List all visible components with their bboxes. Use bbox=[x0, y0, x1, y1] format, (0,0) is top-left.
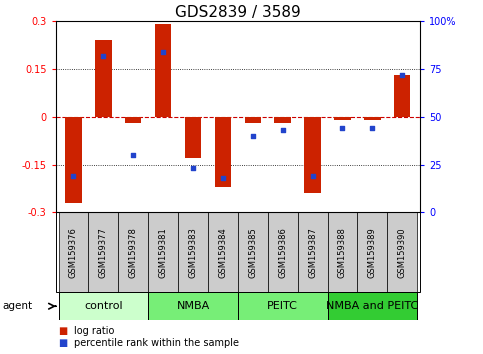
Bar bbox=[334, 117, 351, 120]
Point bbox=[99, 53, 107, 58]
Point bbox=[309, 173, 316, 179]
FancyBboxPatch shape bbox=[238, 212, 268, 292]
Text: log ratio: log ratio bbox=[74, 326, 114, 336]
Point bbox=[219, 175, 227, 181]
Bar bbox=[244, 117, 261, 123]
Text: GSM159381: GSM159381 bbox=[158, 227, 168, 278]
Point bbox=[279, 127, 286, 133]
Point bbox=[129, 152, 137, 158]
Point bbox=[398, 72, 406, 78]
Bar bbox=[394, 75, 411, 117]
Text: ■: ■ bbox=[58, 326, 67, 336]
FancyBboxPatch shape bbox=[148, 212, 178, 292]
Text: GSM159383: GSM159383 bbox=[188, 227, 198, 278]
Point bbox=[159, 49, 167, 55]
Text: NMBA and PEITC: NMBA and PEITC bbox=[326, 301, 418, 311]
Bar bbox=[274, 117, 291, 123]
FancyBboxPatch shape bbox=[208, 212, 238, 292]
Bar bbox=[304, 117, 321, 193]
Text: PEITC: PEITC bbox=[267, 301, 298, 311]
Bar bbox=[65, 117, 82, 203]
FancyBboxPatch shape bbox=[268, 212, 298, 292]
FancyBboxPatch shape bbox=[58, 292, 148, 320]
Text: percentile rank within the sample: percentile rank within the sample bbox=[74, 338, 239, 348]
FancyBboxPatch shape bbox=[357, 212, 387, 292]
FancyBboxPatch shape bbox=[327, 212, 357, 292]
Point bbox=[70, 173, 77, 179]
Text: GSM159385: GSM159385 bbox=[248, 227, 257, 278]
Point bbox=[339, 125, 346, 131]
Text: NMBA: NMBA bbox=[176, 301, 210, 311]
Text: GSM159384: GSM159384 bbox=[218, 227, 227, 278]
Bar bbox=[215, 117, 231, 187]
FancyBboxPatch shape bbox=[88, 212, 118, 292]
Text: GSM159378: GSM159378 bbox=[129, 227, 138, 278]
FancyBboxPatch shape bbox=[298, 212, 327, 292]
Bar bbox=[185, 117, 201, 158]
FancyBboxPatch shape bbox=[58, 212, 88, 292]
Text: GSM159390: GSM159390 bbox=[398, 227, 407, 278]
Text: GSM159387: GSM159387 bbox=[308, 227, 317, 278]
Bar bbox=[95, 40, 112, 117]
FancyBboxPatch shape bbox=[327, 292, 417, 320]
FancyBboxPatch shape bbox=[387, 212, 417, 292]
Text: control: control bbox=[84, 301, 123, 311]
Point bbox=[189, 166, 197, 171]
Title: GDS2839 / 3589: GDS2839 / 3589 bbox=[175, 5, 301, 20]
Bar bbox=[364, 117, 381, 120]
FancyBboxPatch shape bbox=[178, 212, 208, 292]
Text: GSM159376: GSM159376 bbox=[69, 227, 78, 278]
FancyBboxPatch shape bbox=[238, 292, 327, 320]
Text: GSM159386: GSM159386 bbox=[278, 227, 287, 278]
Text: agent: agent bbox=[2, 301, 32, 311]
Point bbox=[369, 125, 376, 131]
Text: GSM159389: GSM159389 bbox=[368, 227, 377, 278]
FancyBboxPatch shape bbox=[148, 292, 238, 320]
Text: ■: ■ bbox=[58, 338, 67, 348]
Text: GSM159377: GSM159377 bbox=[99, 227, 108, 278]
Point bbox=[249, 133, 256, 139]
FancyBboxPatch shape bbox=[118, 212, 148, 292]
Text: GSM159388: GSM159388 bbox=[338, 227, 347, 278]
Bar bbox=[155, 24, 171, 117]
Bar bbox=[125, 117, 142, 123]
